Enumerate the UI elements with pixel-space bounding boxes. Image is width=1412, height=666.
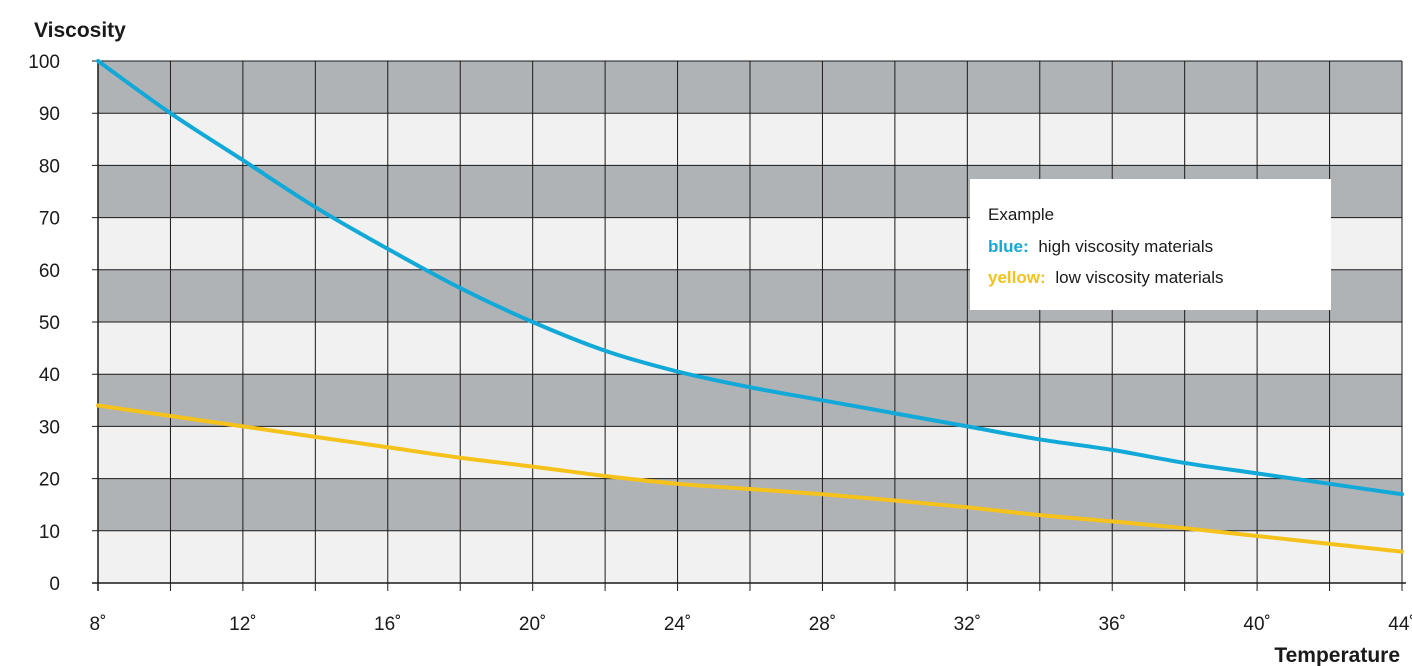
x-tick-label-16: 16˚ [374, 614, 401, 635]
x-tick-label-28: 28˚ [809, 614, 836, 635]
y-tick-label-80: 80 [39, 156, 60, 177]
legend-entry-yellow: yellow: low viscosity materials [988, 268, 1224, 287]
x-axis-label: Temperature [1274, 644, 1400, 666]
series-line-0 [96, 59, 1404, 497]
y-tick-label-10: 10 [39, 522, 60, 543]
x-tick-label-20: 20˚ [519, 614, 546, 635]
y-tick-label-20: 20 [39, 470, 60, 491]
y-tick-label-100: 100 [28, 52, 60, 73]
y-tick-label-70: 70 [39, 209, 60, 230]
series-layer [96, 59, 1404, 554]
y-tick-labels: 0 10 20 30 40 50 60 70 80 90 100 [28, 52, 60, 595]
y-tick-label-40: 40 [39, 365, 60, 386]
legend-title: Example [988, 205, 1054, 224]
legend: Example blue: high viscosity materials y… [970, 179, 1331, 310]
y-tick-label-0: 0 [49, 574, 60, 595]
y-tick-label-30: 30 [39, 417, 60, 438]
x-tick-label-24: 24˚ [664, 614, 691, 635]
legend-text-blue: high viscosity materials [1038, 237, 1213, 256]
x-tick-label-32: 32˚ [954, 614, 981, 635]
legend-box [970, 179, 1331, 310]
legend-key-yellow: yellow: [988, 268, 1046, 287]
y-tick-label-60: 60 [39, 261, 60, 282]
x-tick-label-8: 8˚ [90, 614, 107, 635]
legend-entry-blue: blue: high viscosity materials [988, 237, 1213, 256]
legend-key-blue: blue: [988, 237, 1029, 256]
legend-text-yellow: low viscosity materials [1055, 268, 1223, 287]
x-tick-label-40: 40˚ [1243, 614, 1270, 635]
x-tick-label-36: 36˚ [1098, 614, 1125, 635]
x-tick-label-12: 12˚ [229, 614, 256, 635]
axes [92, 59, 1406, 591]
y-tick-label-90: 90 [39, 104, 60, 125]
y-axis-label: Viscosity [34, 19, 126, 42]
y-tick-label-50: 50 [39, 313, 60, 334]
x-tick-labels: 8˚ 12˚ 16˚ 20˚ 24˚ 28˚ 32˚ 36˚ 40˚ 44˚ [90, 614, 1412, 635]
series-line-1 [96, 403, 1404, 554]
x-tick-label-44: 44˚ [1388, 614, 1412, 635]
